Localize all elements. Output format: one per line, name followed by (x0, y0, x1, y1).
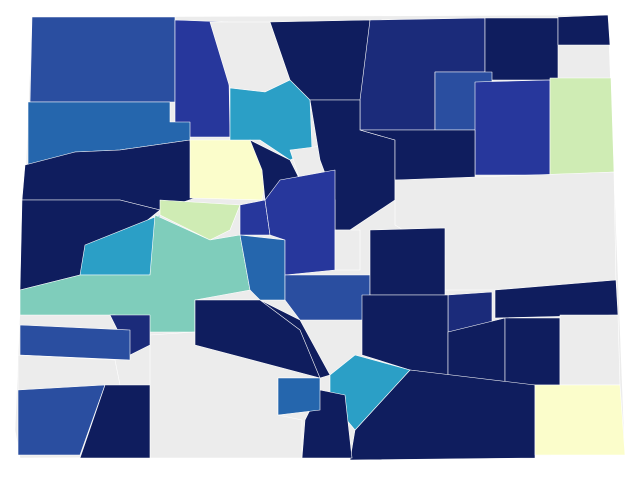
county (484, 17, 559, 81)
county (474, 79, 551, 176)
county (19, 324, 131, 361)
county (334, 229, 361, 271)
county (557, 14, 611, 46)
county (277, 377, 321, 416)
county (534, 384, 626, 456)
county (284, 274, 371, 321)
county (559, 314, 621, 386)
county (239, 234, 286, 301)
county (194, 299, 321, 379)
county (17, 384, 106, 456)
county (29, 16, 176, 103)
county (79, 384, 151, 459)
county (369, 227, 446, 296)
county (264, 169, 336, 276)
county (159, 199, 241, 241)
county (504, 317, 561, 386)
county (549, 77, 615, 176)
